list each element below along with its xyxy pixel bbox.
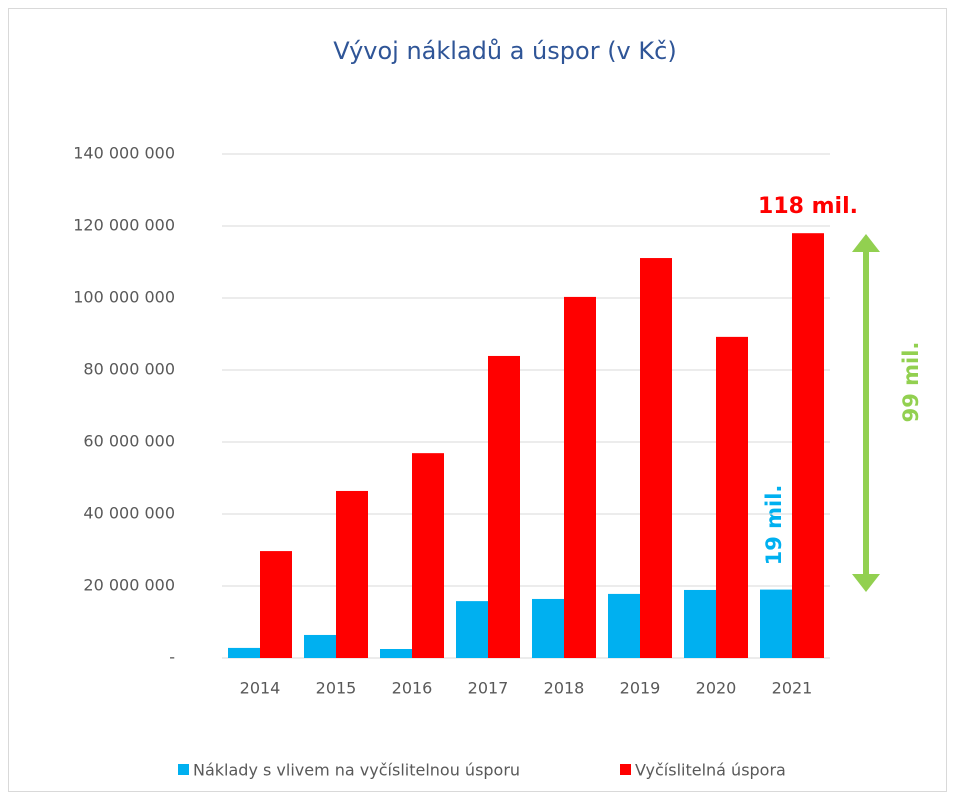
x-tick-label: 2016 <box>392 679 433 698</box>
annotation: 19 mil. <box>762 485 786 566</box>
bar <box>228 647 260 658</box>
bar <box>684 589 716 658</box>
bar <box>456 601 488 658</box>
chart-frame <box>8 8 947 792</box>
chart-title: Vývoj nákladů a úspor (v Kč) <box>333 37 676 65</box>
bar <box>608 593 640 658</box>
legend-swatch <box>178 764 189 775</box>
legend-swatch <box>620 764 631 775</box>
y-tick-label: 140 000 000 <box>73 144 175 163</box>
x-tick-label: 2021 <box>772 679 813 698</box>
bar <box>336 490 368 658</box>
bar <box>488 355 520 658</box>
x-tick-label: 2015 <box>316 679 357 698</box>
bar <box>640 258 672 658</box>
bar <box>260 551 292 658</box>
bar <box>716 336 748 658</box>
difference-arrow <box>852 234 880 592</box>
bar <box>304 634 336 658</box>
annotation: 118 mil. <box>758 194 858 219</box>
annotation: 99 mil. <box>899 342 923 423</box>
y-tick-label: 40 000 000 <box>83 504 175 523</box>
x-tick-label: 2018 <box>544 679 585 698</box>
x-tick-label: 2017 <box>468 679 509 698</box>
y-tick-label: 100 000 000 <box>73 288 175 307</box>
legend-label: Vyčíslitelná úspora <box>635 761 786 780</box>
bar <box>412 453 444 658</box>
y-tick-label: - <box>169 648 175 667</box>
bar <box>380 649 412 658</box>
y-tick-label: 120 000 000 <box>73 216 175 235</box>
bar <box>760 589 792 658</box>
x-tick-label: 2020 <box>696 679 737 698</box>
bar <box>532 598 564 658</box>
bar <box>792 233 824 658</box>
y-tick-label: 80 000 000 <box>83 360 175 379</box>
x-tick-label: 2014 <box>240 679 281 698</box>
legend-label: Náklady s vlivem na vyčíslitelnou úsporu <box>193 761 520 780</box>
y-tick-label: 60 000 000 <box>83 432 175 451</box>
y-tick-label: 20 000 000 <box>83 576 175 595</box>
bar <box>564 296 596 658</box>
x-tick-label: 2019 <box>620 679 661 698</box>
